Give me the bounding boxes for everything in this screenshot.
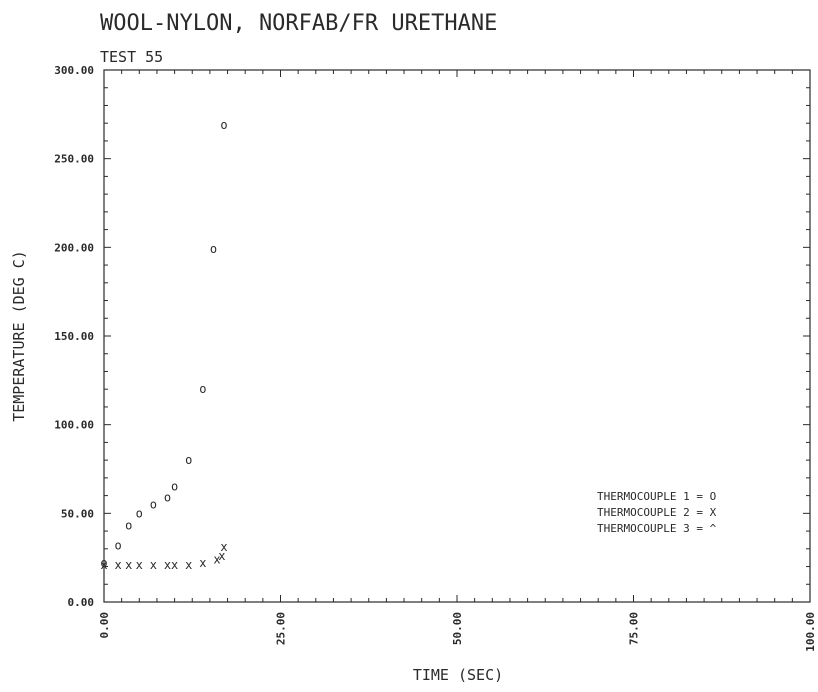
legend: THERMOCOUPLE 1 = O THERMOCOUPLE 2 = X TH…	[597, 490, 717, 535]
point-series-1: o	[125, 519, 132, 533]
legend-entry-1: THERMOCOUPLE 1 = O	[597, 490, 716, 503]
point-series-2: x	[171, 558, 178, 572]
point-series-2: x	[136, 558, 143, 572]
point-series-1: o	[210, 242, 217, 256]
x-axis-tick-labels: 0.00 25.00 50.00 75.00 100.00	[98, 612, 817, 652]
point-series-1: o	[185, 453, 192, 467]
legend-marker: ^	[710, 522, 717, 535]
x-axis-label: TIME (SEC)	[413, 666, 503, 684]
point-series-2: x	[125, 558, 132, 572]
point-series-2: x	[164, 558, 171, 572]
legend-equals: =	[690, 490, 710, 503]
point-series-2: x	[220, 540, 227, 554]
y-tick-label: 200.00	[54, 241, 94, 254]
legend-equals: =	[690, 522, 710, 535]
legend-series-name: THERMOCOUPLE 3	[597, 522, 690, 535]
y-tick-label: 150.00	[54, 330, 94, 343]
point-series-1: o	[100, 556, 107, 570]
point-series-1: o	[171, 480, 178, 494]
point-series-1: o	[150, 497, 157, 511]
chart-subtitle: TEST 55	[100, 48, 163, 66]
y-axis-tick-labels: 0.00 50.00 100.00 150.00 200.00 250.00 300.00	[54, 64, 94, 609]
point-series-1: o	[220, 118, 227, 132]
point-series-1: o	[164, 490, 171, 504]
chart-title: WOOL-NYLON, NORFAB/FR URETHANE	[100, 11, 497, 36]
point-series-2: x	[199, 556, 206, 570]
y-axis-label: TEMPERATURE (DEG C)	[10, 250, 28, 422]
point-series-2: x	[115, 558, 122, 572]
point-series-2: x	[218, 549, 225, 563]
y-tick-label: 300.00	[54, 64, 94, 77]
x-tick-label: 25.00	[275, 612, 288, 645]
point-series-2: x	[150, 558, 157, 572]
y-tick-label: 0.00	[68, 596, 95, 609]
legend-entry-2: THERMOCOUPLE 2 = X	[597, 506, 717, 519]
y-tick-label: 100.00	[54, 419, 94, 432]
point-series-2: x	[213, 552, 220, 566]
legend-entry-3: THERMOCOUPLE 3 = ^	[597, 522, 717, 535]
y-tick-label: 50.00	[61, 507, 94, 520]
point-series-1: o	[115, 538, 122, 552]
legend-marker: X	[710, 506, 717, 519]
point-series-2: x	[185, 558, 192, 572]
point-series-1: o	[199, 382, 206, 396]
legend-equals: =	[690, 506, 710, 519]
legend-series-name: THERMOCOUPLE 2	[597, 506, 690, 519]
y-tick-label: 250.00	[54, 153, 94, 166]
x-tick-label: 50.00	[451, 612, 464, 645]
x-tick-label: 0.00	[98, 612, 111, 639]
x-tick-label: 75.00	[628, 612, 641, 645]
x-tick-label: 100.00	[804, 612, 817, 652]
axis-ticks	[103, 69, 811, 603]
legend-series-name: THERMOCOUPLE 1	[597, 490, 690, 503]
point-series-2: x	[100, 558, 107, 572]
legend-marker: O	[710, 490, 717, 503]
point-series-1: o	[136, 506, 143, 520]
